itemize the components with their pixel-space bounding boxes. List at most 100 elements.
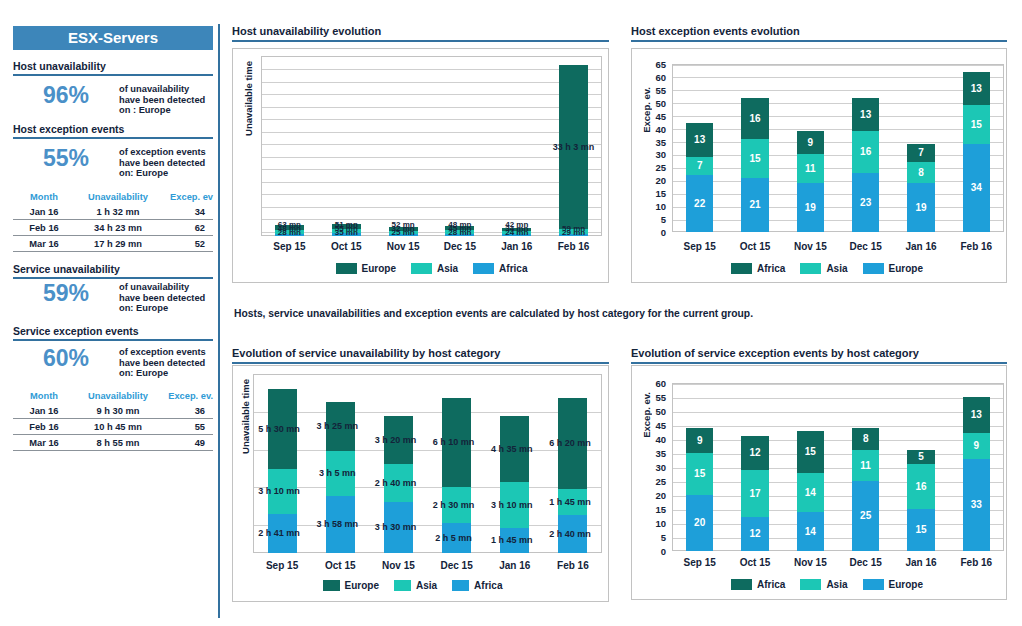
bar-value-label: 7 <box>901 147 941 158</box>
table-header: Unavailability <box>75 389 161 403</box>
gridline <box>262 207 601 208</box>
gridline <box>262 194 601 195</box>
host-exception-events-evolution-title: Host exception events evolution <box>631 25 1007 42</box>
gridline <box>262 132 601 133</box>
bar-value-label: 33 h 3 mn <box>539 142 609 152</box>
gridline <box>262 82 601 83</box>
bar-value-label: 6 h 20 mn <box>533 438 607 448</box>
bar-value-label: 15 <box>956 119 996 130</box>
gridline <box>673 440 1003 441</box>
bar-value-label: 21 <box>735 199 775 210</box>
legend-swatch <box>452 580 469 591</box>
table-cell: 52 <box>161 236 213 252</box>
gridline <box>262 219 601 220</box>
service-exception-events-by-host-category-plot <box>672 383 1004 551</box>
table-cell: 55 <box>161 419 213 435</box>
bar-value-label: 25 <box>846 510 886 521</box>
legend-item: Africa <box>731 579 785 590</box>
y-tick-label: 10 <box>640 201 666 212</box>
table-cell: 34 h 23 mn <box>75 220 161 236</box>
stat-line: on: Europe <box>119 303 213 314</box>
legend-item: Europe <box>863 263 923 274</box>
bar-value-label: 12 <box>735 447 775 458</box>
bar-value-label: 52 mn <box>381 220 425 229</box>
y-tick-label: 20 <box>640 175 666 186</box>
stat-line: have been detected <box>119 293 213 304</box>
bar-value-label: 3 h 5 mn <box>300 468 374 478</box>
legend-label: Africa <box>474 580 502 591</box>
table-cell: Jan 16 <box>13 403 75 419</box>
table-cell: 10 h 45 mn <box>75 419 161 435</box>
table-cell: 1 h 32 mn <box>75 204 161 220</box>
legend-item: Africa <box>473 263 527 274</box>
gridline <box>673 77 1003 78</box>
stat-percent: 96% <box>13 83 119 108</box>
month-table: MonthUnavailabilityExcep. evJan 161 h 32… <box>13 190 213 252</box>
stat-description: of exception eventshave been detectedon:… <box>119 346 213 379</box>
bar-value-label: 15 <box>680 468 720 479</box>
bar-value-label: 20 <box>680 517 720 528</box>
bar-value-label: 34 <box>956 182 996 193</box>
bar-value-label: 9 <box>956 440 996 451</box>
x-tick-label: Feb 16 <box>941 557 1011 568</box>
legend-label: Europe <box>889 263 923 274</box>
gridline <box>673 168 1003 169</box>
bar-value-label: 2 h 41 mn <box>242 528 316 538</box>
gridline <box>262 107 601 108</box>
bar-value-label: 48 mn <box>438 220 482 229</box>
bar-value-label: 9 <box>790 137 830 148</box>
y-tick-label: 20 <box>640 490 666 501</box>
bar-value-label: 2 h 40 mn <box>533 529 607 539</box>
stat-line: on: Europe <box>119 368 213 379</box>
table-header: Excep. ev <box>161 190 213 204</box>
bar-value-label: 19 <box>790 202 830 213</box>
legend-label: Europe <box>345 580 379 591</box>
gridline <box>673 194 1003 195</box>
stat-line: have been detected <box>119 358 213 369</box>
service-unavailability-by-host-category-panel: 2 h 41 mn3 h 10 mn5 h 30 mnSep 153 h 58 … <box>232 365 609 602</box>
table-row: Jan 161 h 32 mn34 <box>13 204 213 220</box>
table-cell: Jan 16 <box>13 204 75 220</box>
legend-item: Asia <box>800 579 847 590</box>
table-cell: Mar 16 <box>13 236 75 252</box>
legend-item: Europe <box>323 580 379 591</box>
stat-line: have been detected <box>119 95 213 106</box>
chart-legend: EuropeAsiaAfrica <box>224 580 601 591</box>
dashboard: ESX-Servers Host unavailability96%of una… <box>0 0 1022 626</box>
table-row: Feb 1634 h 23 mn62 <box>13 220 213 236</box>
sidebar-title: ESX-Servers <box>13 26 213 50</box>
stat-description: of exception eventshave been detectedon:… <box>119 146 213 179</box>
legend-label: Asia <box>826 263 847 274</box>
y-tick-label: 25 <box>640 162 666 173</box>
gridline <box>262 119 601 120</box>
y-tick-label: 60 <box>640 378 666 389</box>
stat-description: of unavailabilityhave been detectedon: E… <box>119 281 213 314</box>
gridline <box>673 142 1003 143</box>
gridline <box>262 232 601 233</box>
y-tick-label: 5 <box>640 214 666 225</box>
legend-swatch <box>731 263 752 274</box>
gridline <box>262 169 601 170</box>
bar-value-label: 19 <box>901 202 941 213</box>
table-header-row: MonthUnavailabilityExcep. ev <box>13 190 213 204</box>
legend-swatch <box>731 579 752 590</box>
legend-swatch <box>800 263 821 274</box>
gridline <box>673 510 1003 511</box>
stat-line: on: Europe <box>119 168 213 179</box>
table-header: Month <box>13 389 75 403</box>
y-tick-label: 25 <box>640 476 666 487</box>
gridline <box>673 524 1003 525</box>
x-tick-label: Feb 16 <box>538 560 608 571</box>
host-exception-events-evolution-panel: 0510152025303540455055606522713Sep 15211… <box>631 48 1007 283</box>
stat-line: on : Europe <box>119 105 213 116</box>
bar-value-label: 16 <box>846 146 886 157</box>
section-heading: Host unavailability <box>13 60 213 76</box>
legend-label: Europe <box>889 579 923 590</box>
stat-block: 96%of unavailabilityhave been detectedon… <box>13 83 213 116</box>
bar-value-label: 15 <box>790 446 830 457</box>
legend-label: Asia <box>826 579 847 590</box>
gridline <box>262 182 601 183</box>
bar-value-label: 14 <box>790 487 830 498</box>
table-header-row: MonthUnavailabilityExcep. ev. <box>13 389 213 403</box>
legend-swatch <box>394 580 411 591</box>
